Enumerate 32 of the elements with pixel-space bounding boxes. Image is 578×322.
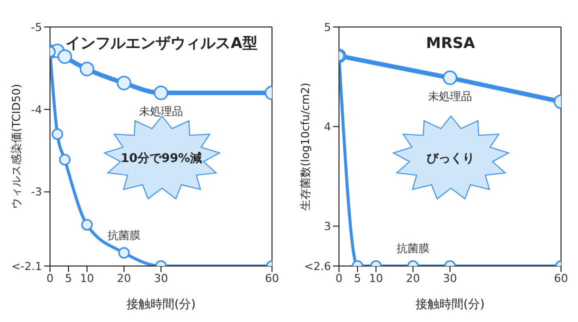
x-tick-label: 10 xyxy=(369,272,383,285)
x-tick-label: 10 xyxy=(80,272,94,285)
y-tick-label: -5 xyxy=(31,20,42,34)
y-axis-title: 生存菌数(log10cfu/cm2) xyxy=(298,82,312,210)
y-tick-label: <-2.1 xyxy=(11,260,42,273)
x-axis-title: 接触時間(分) xyxy=(126,297,196,311)
x-tick-label: 20 xyxy=(406,272,420,285)
y-tick-label: 5 xyxy=(324,20,331,34)
x-tick-label: 60 xyxy=(554,272,568,285)
y-axis-title: ウィルス感染価(TCID50) xyxy=(10,84,23,210)
y-tick-label: <2.6 xyxy=(304,260,331,273)
x-tick-label: 0 xyxy=(336,272,342,285)
x-tick-label: 30 xyxy=(443,272,457,285)
x-tick-label: 0 xyxy=(46,272,54,285)
y-tick-label: 3 xyxy=(324,220,331,234)
text: MRSA xyxy=(425,34,476,52)
series-label: 未処理品 xyxy=(428,90,472,103)
series-label: 抗菌膜 xyxy=(108,228,140,242)
x-tick-label: 20 xyxy=(117,272,131,285)
x-tick-label: 30 xyxy=(154,272,168,285)
annotation: びっくり xyxy=(426,150,476,167)
annotation: 10分で99%減 xyxy=(120,150,204,167)
x-tick-label: 60 xyxy=(265,272,279,285)
x-tick-label: 5 xyxy=(65,272,72,285)
series-label: 未処理品 xyxy=(139,104,183,118)
text: インフルエンザウィルスA型 xyxy=(64,34,258,53)
x-axis-title: 接触時間(分) xyxy=(415,297,485,311)
y-tick-label: -3 xyxy=(31,186,42,199)
y-tick-label: 4 xyxy=(324,120,331,134)
series-label: 抗菌膜 xyxy=(396,242,430,255)
x-tick-label: 5 xyxy=(354,272,361,285)
y-tick-label: -4 xyxy=(31,103,42,116)
